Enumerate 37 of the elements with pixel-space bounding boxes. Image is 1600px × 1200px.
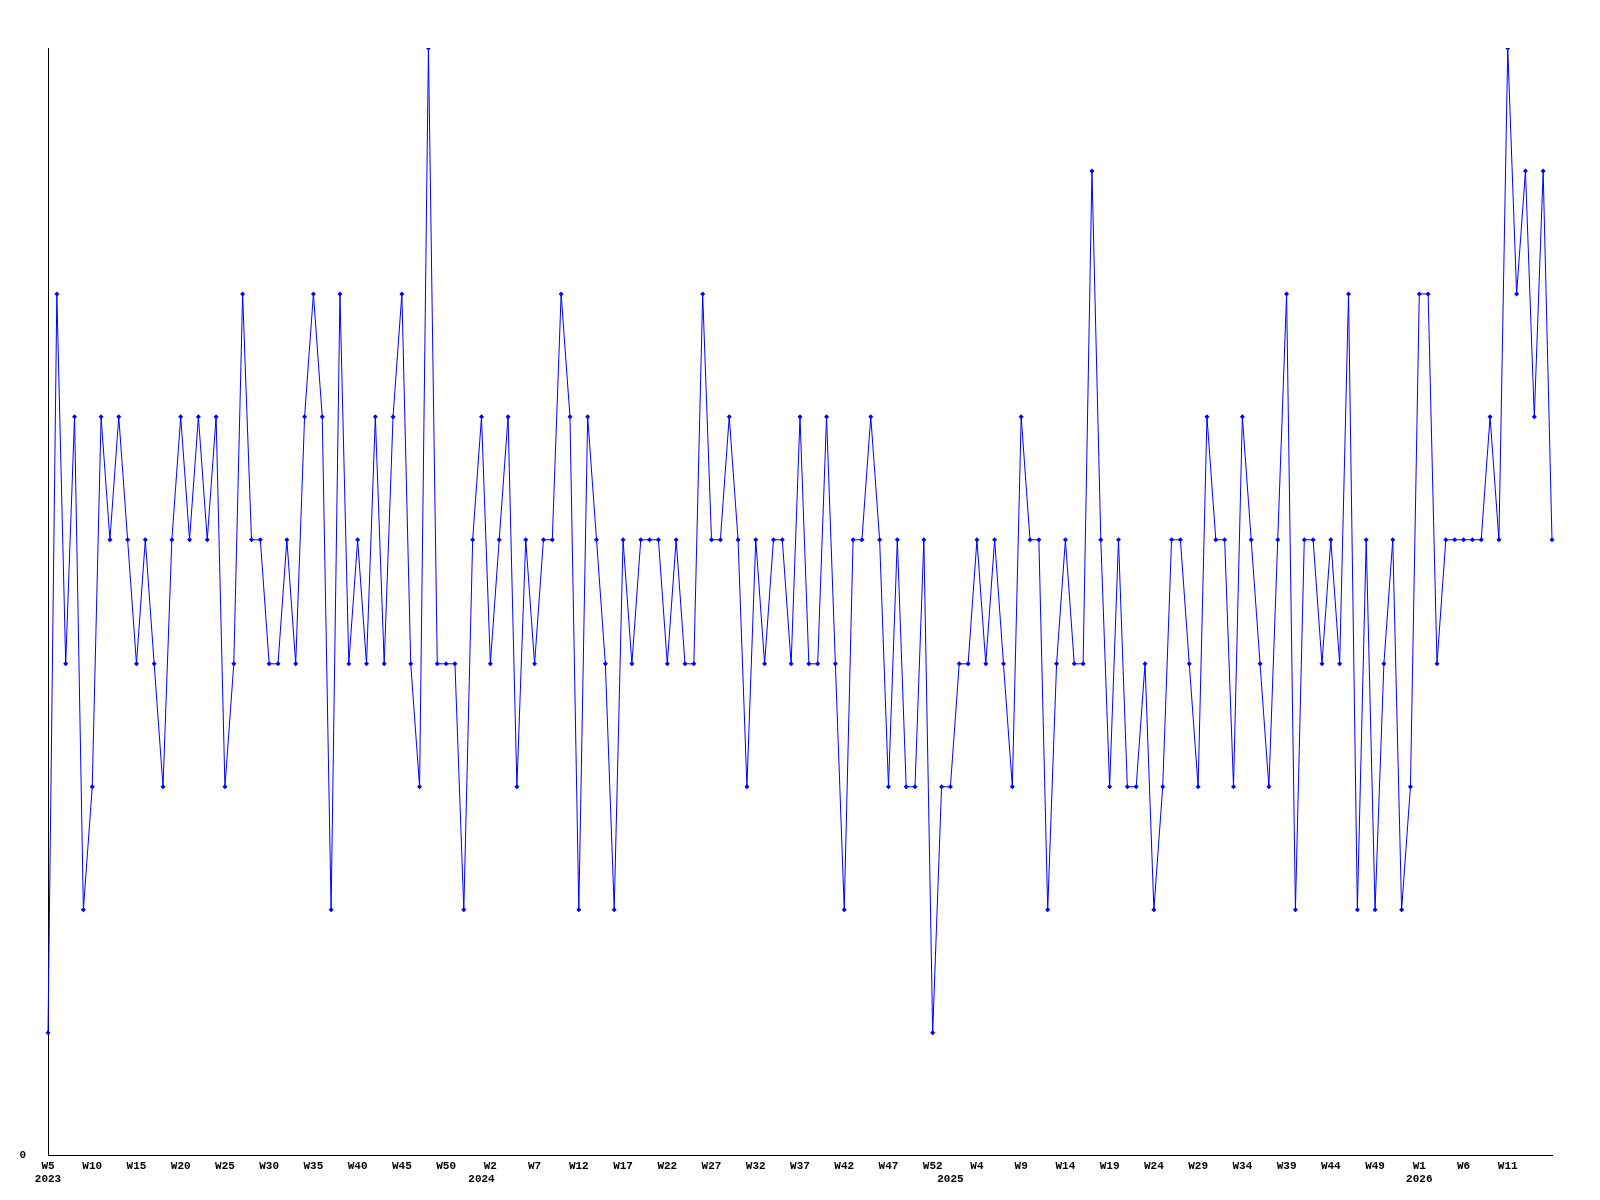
x-tick-label: W5 2023	[34, 1159, 62, 1186]
x-tick-label: 2024	[468, 1173, 496, 1186]
x-tick-label: W29	[1188, 1159, 1209, 1172]
x-tick-label: W35	[303, 1159, 324, 1172]
x-tick-label: W24	[1143, 1159, 1165, 1172]
x-tick-label: W22	[657, 1159, 678, 1172]
x-tick-label: W10	[82, 1159, 103, 1172]
x-tick-label: W49	[1365, 1159, 1385, 1172]
x-tick-label: W44	[1320, 1159, 1342, 1172]
x-tick-label: W12	[568, 1159, 589, 1172]
x-tick-label: W1 2026	[1406, 1159, 1433, 1186]
x-tick-label: W6	[1456, 1159, 1471, 1172]
x-tick-label: W37	[790, 1159, 810, 1172]
x-tick-label: 2025	[937, 1173, 964, 1186]
x-tick-label: W2	[483, 1159, 497, 1172]
x-tick-label: W50	[436, 1159, 457, 1172]
x-tick-label: W45	[391, 1159, 413, 1172]
x-tick-label: W25	[215, 1159, 236, 1172]
text: 0	[19, 1149, 26, 1162]
x-tick-label: W7	[527, 1159, 542, 1172]
x-tick-label: W39	[1276, 1159, 1297, 1172]
x-tick-label: W19	[1099, 1159, 1120, 1172]
x-tick-label: W42	[834, 1159, 855, 1172]
x-tick-label: W40	[347, 1159, 368, 1172]
x-tick-label: W11	[1497, 1159, 1519, 1172]
x-tick-label: W9	[1014, 1159, 1028, 1172]
x-tick-label: W4	[970, 1159, 984, 1172]
x-tick-label: W27	[701, 1159, 722, 1172]
x-tick-label: W47	[878, 1159, 899, 1172]
x-tick-label: W14	[1055, 1159, 1076, 1172]
x-tick-label: W17	[613, 1159, 633, 1172]
x-tick-label: W20	[170, 1159, 191, 1172]
x-tick-label: W30	[259, 1159, 280, 1172]
x-tick-label: W34	[1232, 1159, 1253, 1172]
x-tick-label: W32	[745, 1159, 766, 1172]
x-tick-label: W15	[126, 1159, 147, 1172]
x-tick-label: W52	[922, 1159, 943, 1172]
